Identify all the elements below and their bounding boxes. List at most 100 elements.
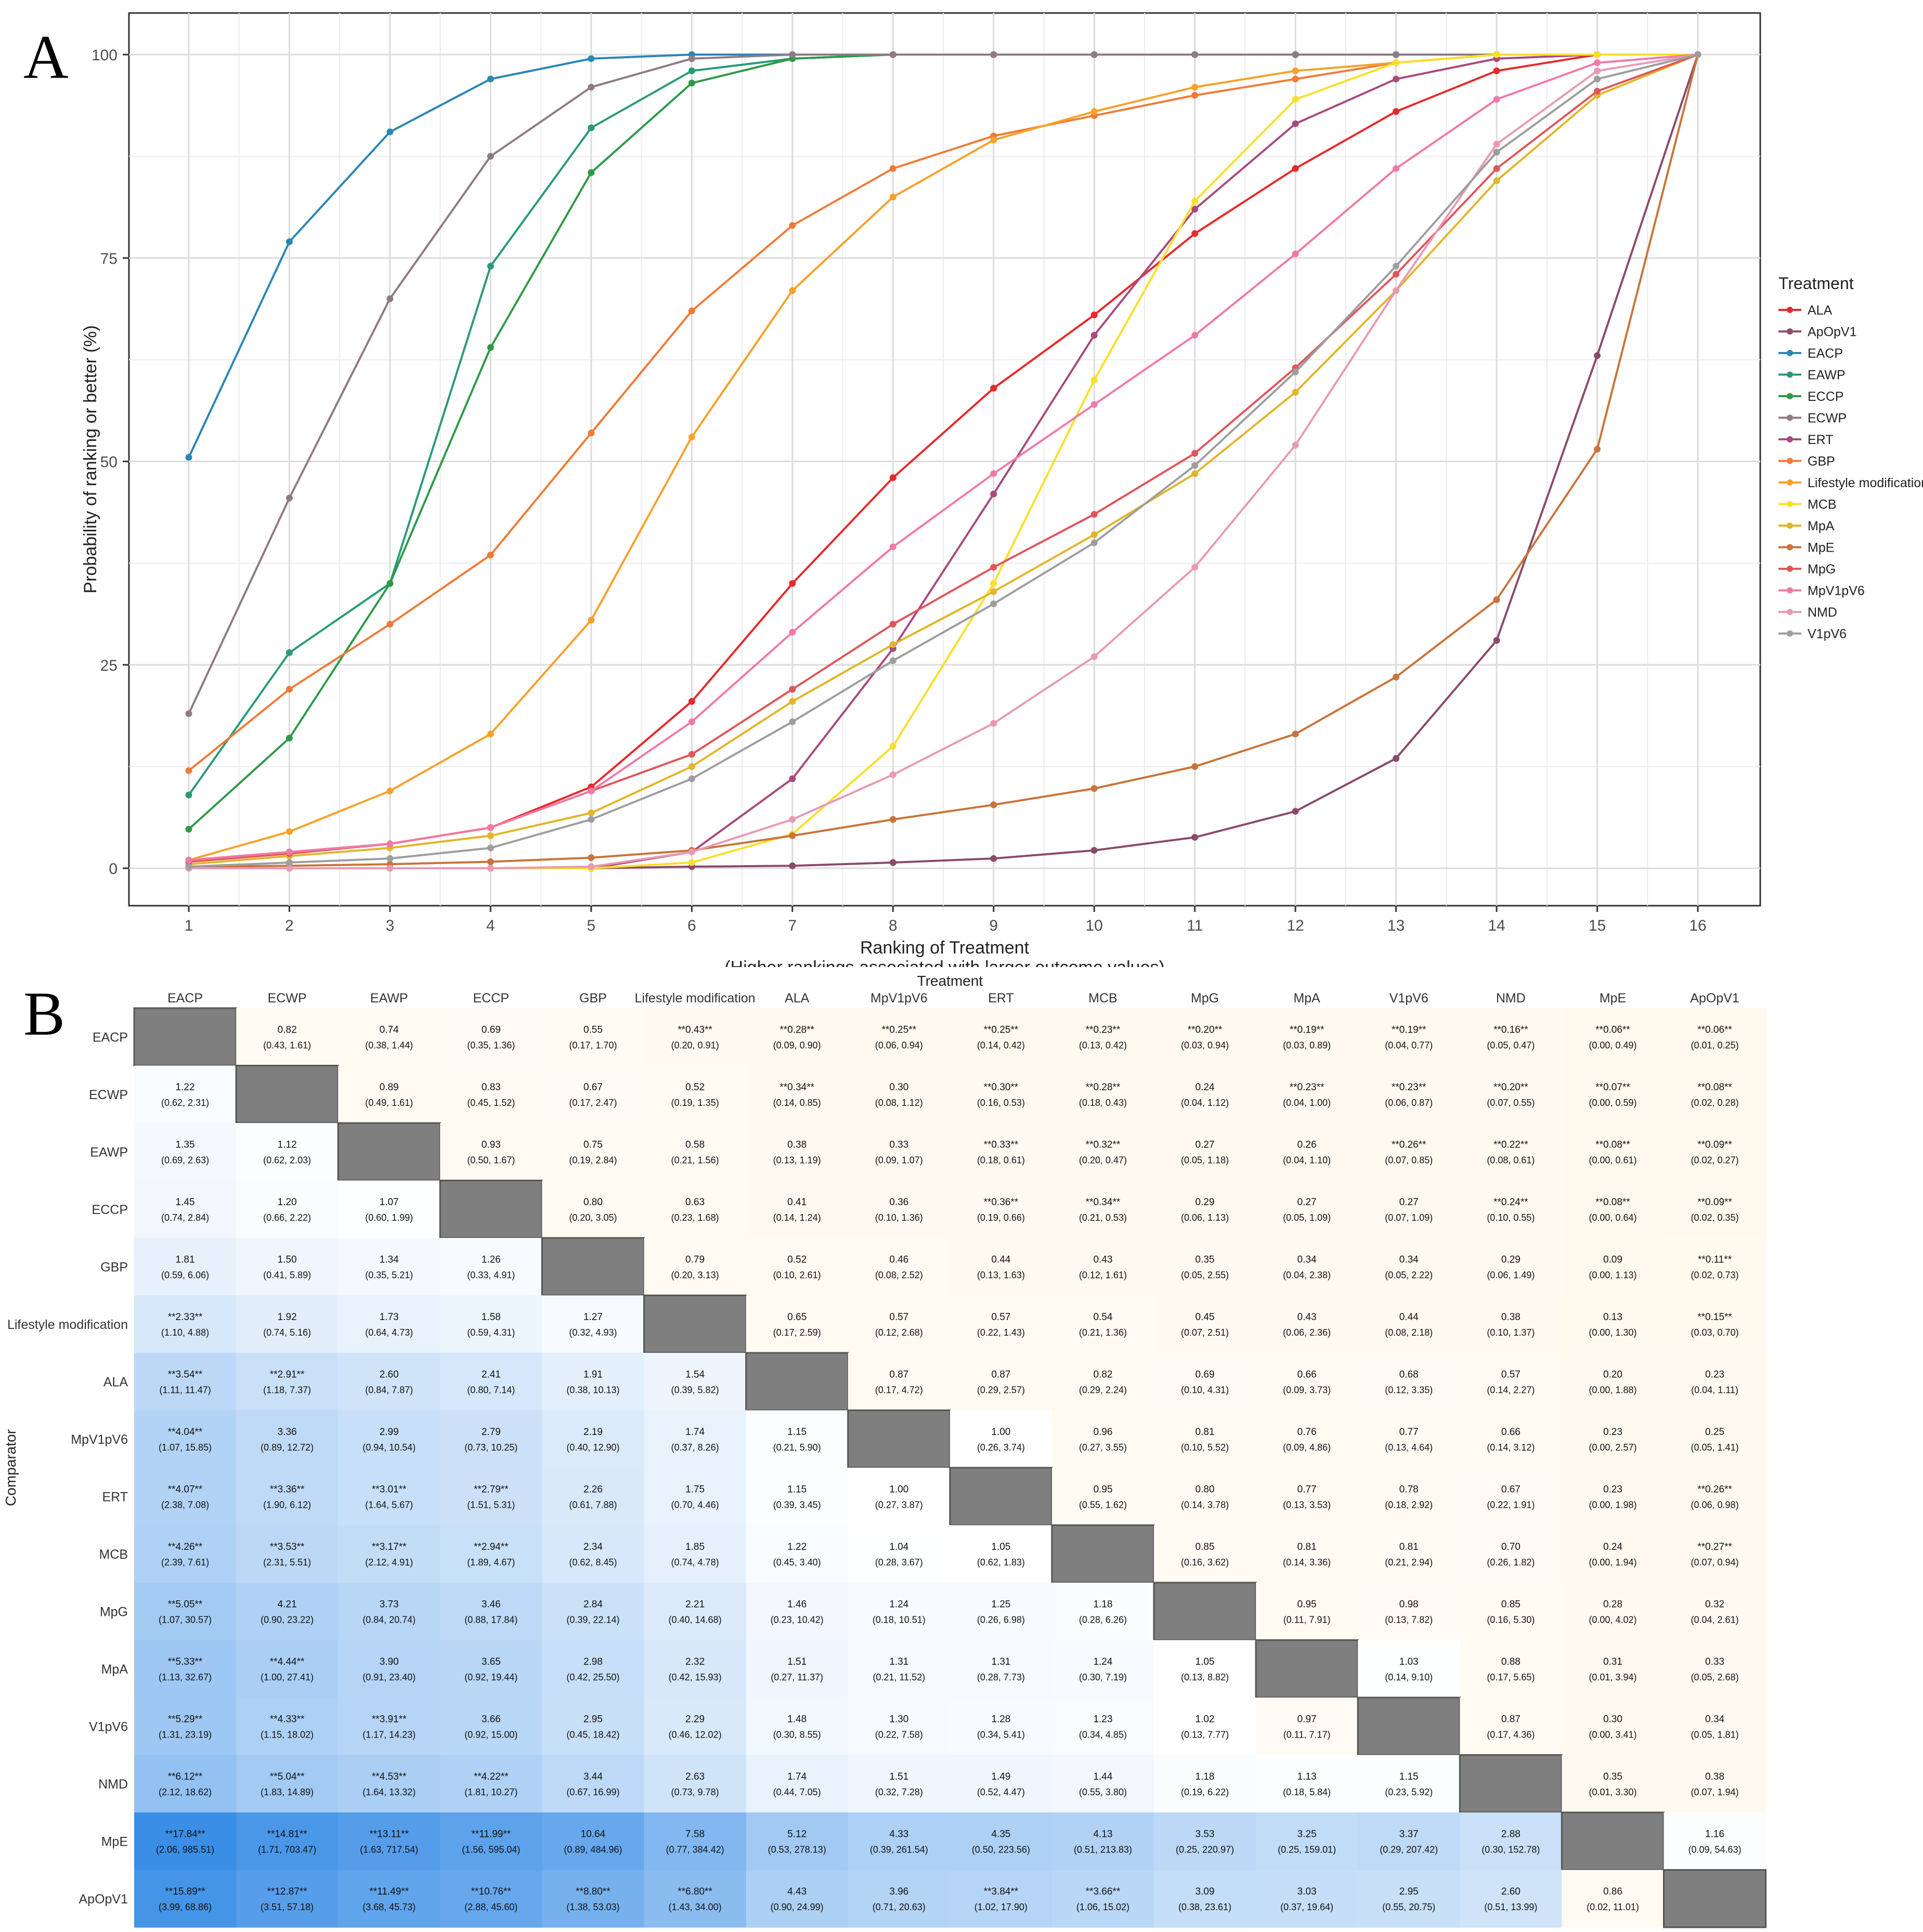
cell-estimate: 1.48 (787, 1714, 807, 1725)
data-point-mpa (990, 588, 997, 595)
cell-interval: (0.23, 5.92) (1385, 1787, 1433, 1797)
cell-interval: (0.11, 7.91) (1283, 1614, 1331, 1625)
league-cell: 0.46 (0.08, 2.52) (848, 1238, 951, 1296)
cell-estimate: 0.70 (1501, 1542, 1521, 1552)
cell-interval: (0.13, 0.42) (1079, 1040, 1127, 1050)
cell-background (134, 1238, 237, 1296)
cell-interval: (0.42, 15.93) (669, 1672, 722, 1682)
data-point-mpa (889, 641, 896, 648)
cell-interval: (0.12, 3.35) (1385, 1385, 1433, 1395)
league-cell: 3.25 (0.25, 159.01) (1256, 1812, 1358, 1871)
league-cell: 0.77 (0.13, 4.64) (1358, 1410, 1460, 1468)
cell-estimate: 0.63 (685, 1197, 705, 1208)
league-cell: 1.75 (0.70, 4.46) (644, 1468, 747, 1526)
cell-interval: (0.12, 2.68) (875, 1327, 923, 1338)
cell-background (236, 1410, 339, 1468)
cell-background (1358, 1410, 1460, 1468)
cell-interval: (0.45, 1.52) (467, 1098, 515, 1108)
cell-background (1664, 1123, 1766, 1181)
league-cell: 0.27 (0.07, 1.09) (1358, 1180, 1460, 1238)
cell-interval: (0.05, 1.41) (1691, 1442, 1739, 1453)
cell-estimate: **0.19** (1290, 1024, 1324, 1035)
data-point-eccp (487, 344, 494, 351)
cell-background (1460, 1008, 1562, 1066)
cell-background (644, 1583, 747, 1641)
cell-background (1256, 1123, 1358, 1181)
cell-interval: (0.30, 8.55) (773, 1729, 821, 1740)
cell-interval: (0.08, 2.52) (875, 1270, 923, 1280)
league-cell: 0.35 (0.05, 2.55) (1154, 1238, 1256, 1296)
cell-background (1460, 1410, 1562, 1468)
data-point-mpv1pv6 (285, 848, 293, 856)
cell-interval: (0.00, 0.61) (1589, 1155, 1636, 1165)
cell-background (338, 1008, 440, 1066)
cell-background (1562, 1583, 1665, 1641)
cell-interval: (1.43, 34.00) (669, 1902, 722, 1912)
cell-background (1051, 1353, 1154, 1411)
cell-background (1154, 1812, 1256, 1871)
cell-estimate: 0.68 (1399, 1369, 1419, 1380)
cell-interval: (0.61, 7.88) (569, 1499, 617, 1510)
cell-background (236, 1238, 339, 1296)
data-point-ala (990, 385, 997, 392)
cell-background (338, 1295, 440, 1353)
cell-interval: (0.01, 3.94) (1589, 1672, 1636, 1682)
cell-estimate: 2.95 (1399, 1886, 1419, 1897)
league-cell: **3.66** (1.06, 15.02) (1051, 1870, 1154, 1928)
data-point-eccp (185, 826, 192, 833)
data-point-apopv1 (789, 862, 796, 869)
legend-item-ala: ALA (1778, 303, 1833, 318)
league-cell: 2.84 (0.39, 22.14) (542, 1583, 645, 1641)
cell-background (1154, 1870, 1256, 1928)
data-point-eawp (185, 791, 192, 799)
cell-interval: (1.71, 703.47) (258, 1844, 316, 1855)
league-cell: 0.79 (0.20, 3.13) (644, 1238, 747, 1296)
cell-estimate: 0.24 (1603, 1542, 1622, 1552)
league-cell: **2.33** (1.10, 4.88) (134, 1295, 237, 1353)
league-cell: **0.09** (0.02, 0.35) (1664, 1180, 1766, 1238)
league-cell: 0.45 (0.07, 2.51) (1154, 1295, 1256, 1353)
x-tick-label: 11 (1187, 917, 1203, 934)
cell-background (1256, 1180, 1358, 1238)
diagonal-cell (541, 1237, 645, 1296)
cell-interval: (0.22, 1.91) (1487, 1499, 1535, 1510)
cell-background (1664, 1353, 1766, 1411)
series-line-v1pv6 (188, 54, 1698, 868)
cell-background (1256, 1812, 1358, 1871)
x-tick-label: 7 (788, 917, 797, 934)
data-point-mpg (889, 621, 896, 628)
cell-estimate: 1.15 (1399, 1771, 1419, 1782)
cell-background (338, 1812, 440, 1871)
cell-interval: (1.31, 23.19) (159, 1729, 212, 1740)
league-cell: 5.12 (0.53, 278.13) (746, 1812, 849, 1871)
legend-key-point (1787, 479, 1793, 486)
cell-background (1256, 1755, 1358, 1813)
cell-interval: (0.01, 3.30) (1589, 1787, 1636, 1797)
cell-interval: (0.28, 7.73) (977, 1672, 1025, 1682)
cell-estimate: 1.75 (685, 1484, 705, 1495)
cell-estimate: 0.78 (1399, 1484, 1419, 1495)
league-cell: **17.84** (2.06, 985.51) (134, 1812, 237, 1871)
cell-background (134, 1583, 237, 1641)
cell-background (1562, 1640, 1665, 1698)
data-point-lifestyle-modification (1292, 67, 1299, 74)
cell-background (440, 1008, 542, 1066)
league-cell: 0.38 (0.10, 1.37) (1460, 1295, 1562, 1353)
league-cell: 0.35 (0.01, 3.30) (1562, 1755, 1665, 1813)
cell-estimate: 0.29 (1501, 1254, 1521, 1265)
column-header-apopv1: ApOpV1 (1690, 991, 1739, 1006)
cell-interval: (1.02, 17.90) (975, 1902, 1028, 1912)
cell-background (1051, 1295, 1154, 1353)
cell-interval: (0.00, 4.02) (1589, 1614, 1636, 1625)
legend-label: ECCP (1808, 389, 1843, 404)
cell-estimate: 1.49 (991, 1771, 1010, 1782)
cell-interval: (0.67, 16.99) (566, 1787, 619, 1797)
data-point-v1pv6 (185, 863, 192, 870)
data-point-gbp (386, 621, 394, 628)
cell-interval: (0.09, 3.73) (1283, 1385, 1331, 1395)
treatment-axis-title: Treatment (917, 973, 983, 989)
cell-interval: (0.74, 5.16) (263, 1327, 311, 1338)
cell-background (644, 1755, 747, 1813)
league-cell: 3.96 (0.71, 20.63) (848, 1870, 951, 1928)
data-point-nmd (1393, 287, 1400, 294)
